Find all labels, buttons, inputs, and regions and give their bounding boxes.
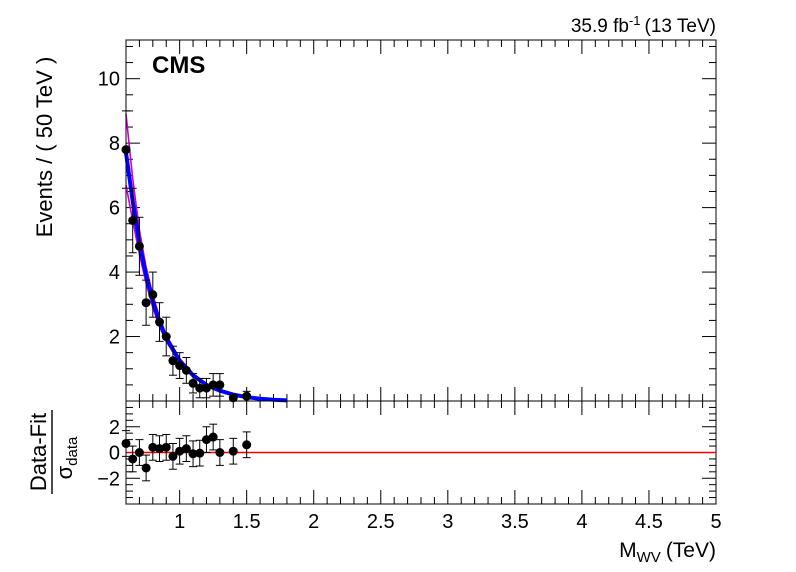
ratio-y-axis-label: Data-Fit σdata xyxy=(26,410,81,494)
ratio-marker xyxy=(181,444,191,454)
data-point xyxy=(201,377,211,399)
ratio-marker xyxy=(168,451,178,461)
lumi-label: 35.9 fb-1 (13 TeV) xyxy=(571,13,716,37)
main-y-axis-label: Events / ( 50 TeV ) xyxy=(32,57,57,238)
ratio-marker xyxy=(242,440,252,450)
ratio-point xyxy=(168,442,178,470)
ratio-marker xyxy=(141,463,151,473)
main-y-tick-label: 8 xyxy=(109,133,120,155)
ratio-data-points xyxy=(121,423,252,482)
ratio-marker xyxy=(148,442,158,452)
x-tick-label: 1.5 xyxy=(233,511,261,533)
ratio-y-tick-label: −2 xyxy=(97,468,120,490)
data-marker xyxy=(148,290,158,300)
ratio-point xyxy=(121,430,131,457)
ratio-point xyxy=(141,454,151,482)
x-tick-label: 2.5 xyxy=(367,511,395,533)
main-data-points xyxy=(121,110,252,403)
data-marker xyxy=(175,361,185,371)
main-panel-frame xyxy=(125,39,717,402)
ratio-point xyxy=(195,439,205,467)
data-point xyxy=(188,373,198,394)
main-y-tick-label: 2 xyxy=(109,327,120,349)
ratio-point xyxy=(161,433,171,461)
ratio-marker xyxy=(121,438,131,448)
main-y-tick-label: 4 xyxy=(109,262,120,284)
data-marker xyxy=(188,378,198,388)
data-marker xyxy=(155,317,165,327)
ratio-point xyxy=(242,431,252,459)
ratio-point xyxy=(181,435,191,463)
ratio-point xyxy=(188,440,198,468)
data-point xyxy=(168,345,178,376)
data-marker xyxy=(128,216,138,225)
main-y-tick-label: 6 xyxy=(109,198,120,220)
ratio-y-numerator: Data-Fit xyxy=(26,413,51,491)
ratio-marker xyxy=(195,448,205,458)
data-marker xyxy=(201,383,211,393)
data-point xyxy=(228,393,238,403)
ratio-y-denominator: σdata xyxy=(52,436,81,479)
data-marker xyxy=(141,298,151,308)
ratio-marker xyxy=(215,448,225,457)
ratio-point xyxy=(208,423,218,451)
ratio-marker xyxy=(134,448,144,457)
data-point xyxy=(161,316,171,357)
ratio-axes: −2 0 2 1 1.5 2 2.5 3 3.5 4 4.5 5 xyxy=(97,401,722,533)
data-point xyxy=(134,216,144,276)
x-tick-label: 1 xyxy=(174,511,185,533)
data-marker xyxy=(195,383,205,393)
ratio-marker xyxy=(208,432,218,442)
x-tick-label: 4 xyxy=(576,511,587,533)
x-tick-label: 3.5 xyxy=(501,511,529,533)
cms-label: CMS xyxy=(152,52,205,79)
ratio-point xyxy=(148,433,158,461)
fit-uncertainty-band xyxy=(125,114,287,402)
ratio-point xyxy=(155,435,165,463)
data-point xyxy=(141,279,151,326)
ratio-point xyxy=(215,439,225,466)
data-point xyxy=(155,302,165,342)
data-point xyxy=(195,377,205,399)
data-marker xyxy=(242,391,252,401)
x-tick-label: 4.5 xyxy=(635,511,663,533)
data-marker xyxy=(161,332,171,342)
data-marker xyxy=(134,241,144,251)
ratio-marker xyxy=(228,446,238,456)
data-point xyxy=(242,390,252,401)
data-point xyxy=(128,187,138,254)
x-tick-label: 5 xyxy=(710,511,721,533)
ratio-point xyxy=(128,445,138,473)
x-tick-label: 2 xyxy=(308,511,319,533)
ratio-marker xyxy=(155,444,165,454)
ratio-y-tick-label: 2 xyxy=(109,417,120,439)
data-point xyxy=(215,373,225,397)
ratio-marker xyxy=(128,454,138,464)
data-point xyxy=(121,110,131,189)
fit-line xyxy=(124,152,288,403)
main-y-tick-label: 10 xyxy=(98,69,120,91)
data-marker xyxy=(215,380,225,390)
ratio-marker xyxy=(188,449,198,459)
data-marker xyxy=(181,365,191,375)
ratio-point xyxy=(228,437,238,465)
data-point xyxy=(175,352,185,379)
main-axes: 2 4 6 8 10 xyxy=(98,40,717,401)
x-tick-label: 3 xyxy=(442,511,453,533)
data-point xyxy=(208,373,218,397)
data-marker xyxy=(208,380,218,390)
ratio-point xyxy=(134,439,144,466)
data-marker xyxy=(121,145,131,155)
x-axis-label: MWV (TeV) xyxy=(619,539,716,566)
data-marker xyxy=(168,356,178,366)
data-marker xyxy=(228,393,238,403)
band-upper-edge xyxy=(125,114,287,401)
ratio-y-tick-label: 0 xyxy=(109,443,120,465)
fit-curve xyxy=(124,152,288,403)
ratio-marker xyxy=(161,442,171,452)
data-point xyxy=(148,271,158,318)
